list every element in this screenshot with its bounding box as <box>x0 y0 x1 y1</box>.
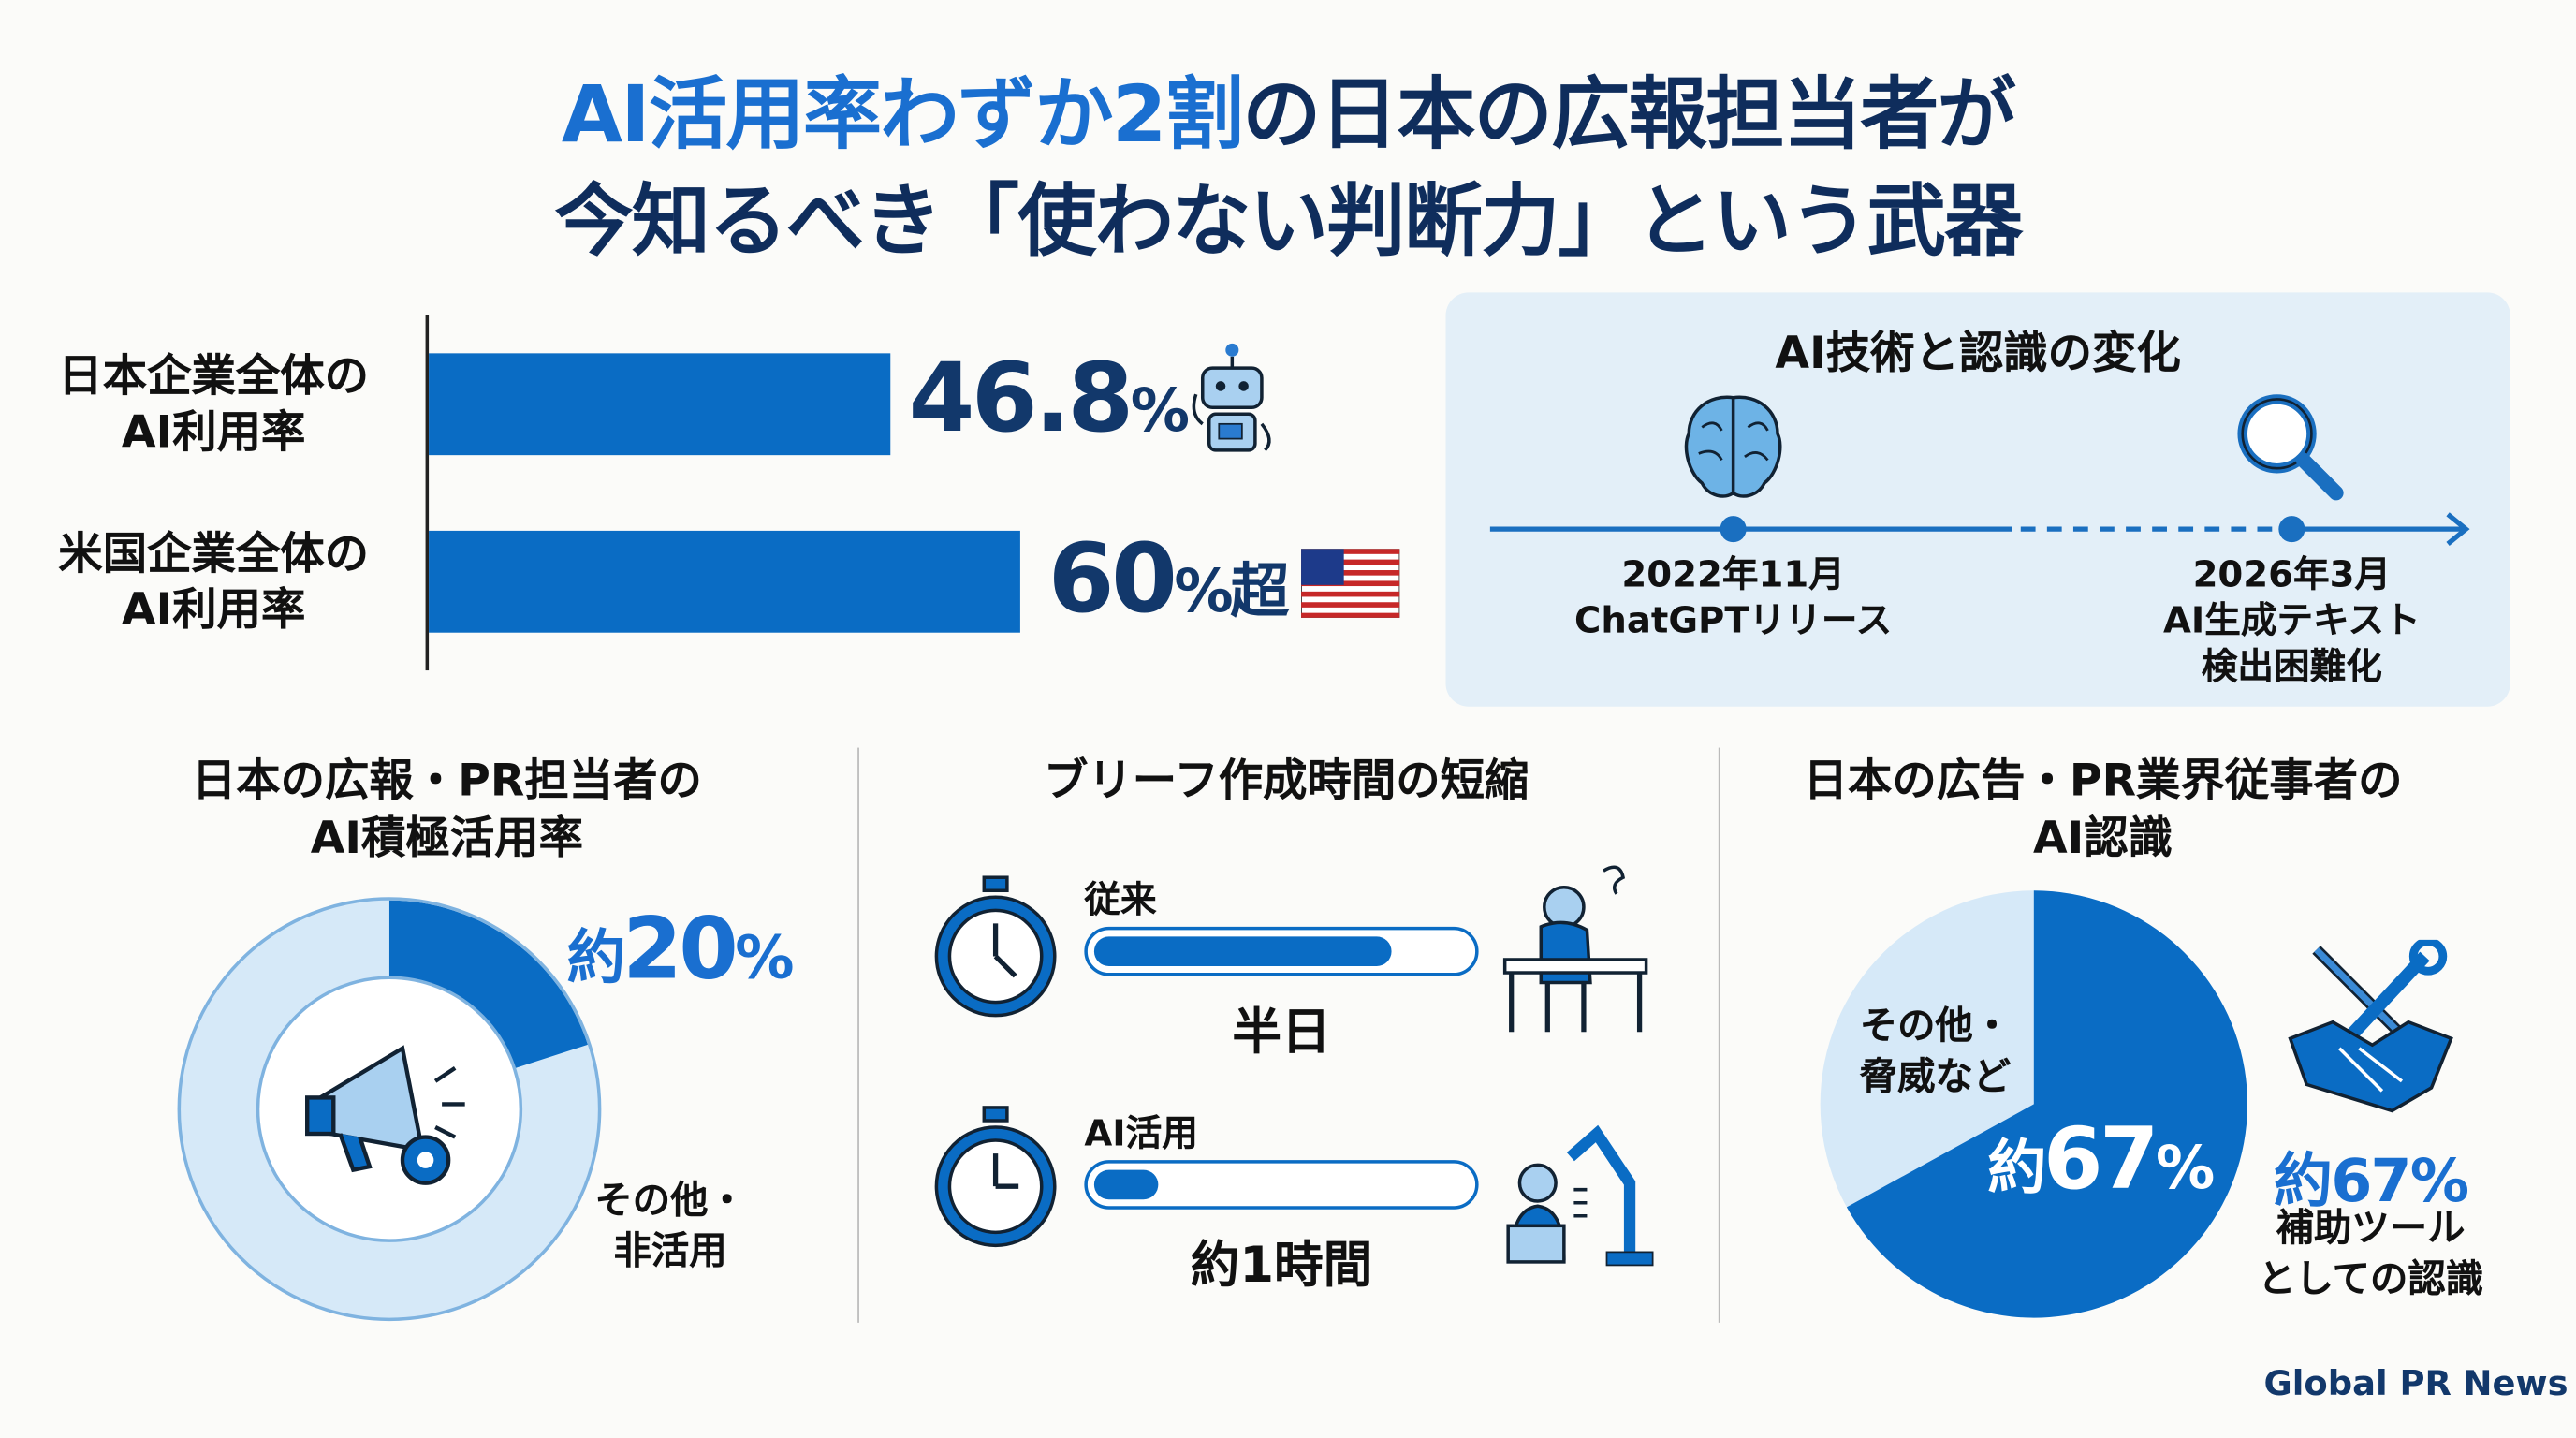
event-text: AI生成テキスト <box>2162 601 2421 643</box>
pr-usage-value: 約20% <box>566 900 795 1000</box>
event-date: 2022年11月 <box>1621 555 1845 597</box>
brief-row-label: AI活用 <box>1084 1113 1198 1155</box>
person-with-robot-arm-icon <box>1506 1124 1654 1267</box>
timeline-event-2: 2026年3月 AI生成テキスト 検出困難化 <box>2163 553 2421 691</box>
label-line: その他・ <box>1859 1005 2012 1049</box>
footer-brand: Global PR News <box>2263 1363 2569 1403</box>
value-unit: % <box>1174 558 1233 626</box>
bar-axis <box>425 315 430 671</box>
brief-row-label: 従来 <box>1084 880 1157 922</box>
title-line: 日本の広報・PR担当者の <box>191 756 702 807</box>
pie-chart <box>1820 890 2247 1318</box>
brief-row-time: 約1時間 <box>1190 1237 1373 1296</box>
perception-title: 日本の広告・PR業界従事者の AI認識 <box>1804 753 2403 868</box>
value-japan: 46.8% <box>908 342 1190 454</box>
timeline-title: AI技術と認識の変化 <box>1775 329 2181 380</box>
divider <box>857 747 859 1323</box>
event-text: 検出困難化 <box>2201 647 2382 689</box>
title-line1: AI活用率わずか2割の日本の広報担当者が <box>0 50 2576 165</box>
event-text: ChatGPTリリース <box>1574 601 1893 643</box>
label-line: 非活用 <box>613 1230 727 1274</box>
magnifier-icon <box>2237 394 2344 501</box>
title-line: AI認識 <box>2032 813 2174 865</box>
progress-fill <box>1093 1169 1159 1200</box>
bar-us <box>429 530 1020 633</box>
donut-slice-active <box>388 900 588 1069</box>
value-us: 60%超 <box>1047 522 1290 635</box>
label-line: 脅威など <box>1859 1056 2012 1100</box>
perception-side-value: 約67% <box>2273 1148 2469 1216</box>
value-num: 60 <box>1047 522 1178 635</box>
progress-fill <box>1093 936 1392 966</box>
pie-inner-value: 約67% <box>1987 1110 2215 1210</box>
stressed-person-icon <box>1502 865 1648 1033</box>
brain-icon <box>1684 395 1782 498</box>
label-line: 補助ツール <box>2276 1207 2466 1251</box>
title-line: 日本の広告・PR業界従事者の <box>1803 756 2403 807</box>
progress-bar-ai <box>1084 1160 1479 1210</box>
label-line: 米国企業全体の <box>58 529 370 580</box>
value-num: 67 <box>2042 1110 2159 1210</box>
pie-slice-main <box>1846 890 2247 1318</box>
donut-outline <box>177 897 602 1322</box>
timeline-axis <box>1489 512 2470 546</box>
label-line: としての認識 <box>2258 1258 2484 1302</box>
perception-side-label: 補助ツールとしての認識 <box>2258 1204 2483 1306</box>
value-unit: % <box>2155 1135 2215 1203</box>
donut-chart <box>177 897 602 1322</box>
value-unit: % <box>735 925 794 993</box>
bar-label-us: 米国企業全体の AI利用率 <box>17 527 411 638</box>
stopwatch-icon <box>934 875 1057 1018</box>
stopwatch-icon <box>934 1106 1057 1248</box>
label-line: AI利用率 <box>121 584 306 637</box>
us-flag-icon <box>1301 549 1400 618</box>
value-unit: % <box>1130 377 1190 446</box>
title-highlight: AI活用率わずか2割 <box>561 68 1244 161</box>
value-num: 46.8 <box>908 342 1134 454</box>
robot-icon <box>1192 343 1271 452</box>
title-line: AI積極活用率 <box>310 813 584 865</box>
bar-japan <box>429 353 890 456</box>
value-num: 20 <box>622 900 739 1000</box>
tools-handshake-icon <box>2288 939 2453 1113</box>
timeline-event-1: 2022年11月 ChatGPTリリース <box>1574 553 1892 645</box>
label-line: その他・ <box>594 1180 746 1223</box>
bar-label-japan: 日本企業全体の AI利用率 <box>17 350 411 462</box>
brief-title: ブリーフ作成時間の短縮 <box>1044 756 1530 807</box>
event-date: 2026年3月 <box>2192 555 2392 597</box>
divider <box>1718 747 1720 1323</box>
label-line: AI利用率 <box>121 407 306 459</box>
value-suffix: 超 <box>1230 558 1289 626</box>
label-line: 日本企業全体の <box>58 351 370 403</box>
brief-row-time: 半日 <box>1232 1004 1331 1062</box>
pie-other-label: その他・ 脅威など <box>1860 1003 2011 1105</box>
donut-slice-other <box>179 899 600 1320</box>
title-rest: の日本の広報担当者が <box>1242 68 2016 161</box>
title-line2: 今知るべき「使わない判断力」という武器 <box>554 175 2023 269</box>
pr-usage-title: 日本の広報・PR担当者の AI積極活用率 <box>192 753 702 868</box>
progress-bar-traditional <box>1084 926 1479 976</box>
value-prefix: 約 <box>1987 1135 2046 1203</box>
value-prefix: 約 <box>566 925 626 993</box>
megaphone-icon <box>305 1045 465 1185</box>
pr-usage-other-label: その他・ 非活用 <box>594 1177 745 1279</box>
